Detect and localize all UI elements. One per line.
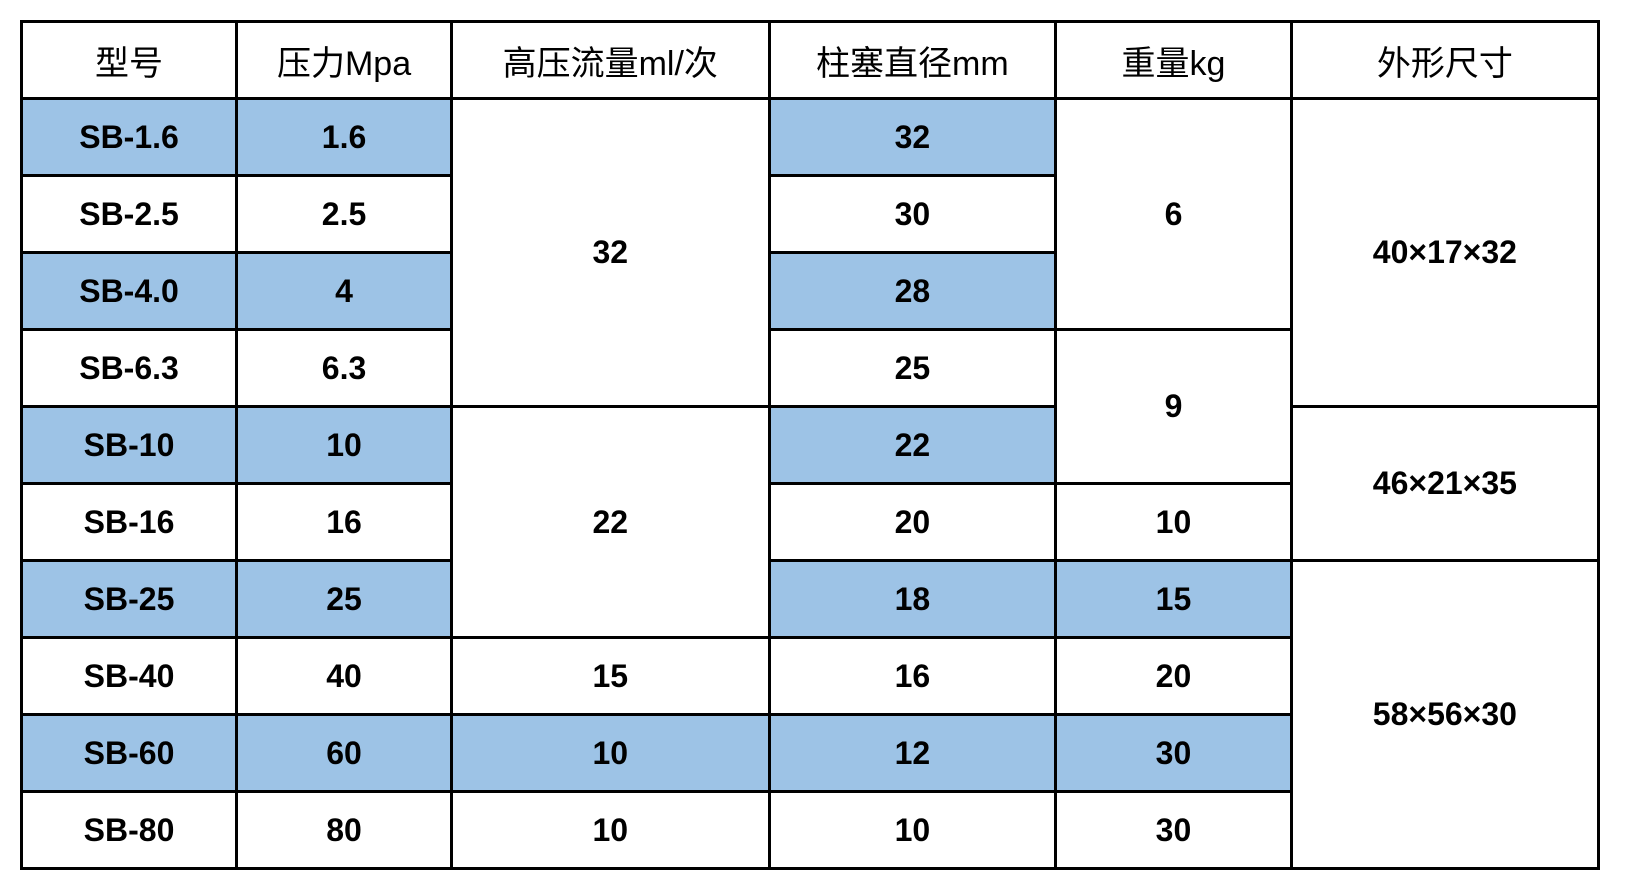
cell-model: SB-40 (22, 638, 237, 715)
col-diameter: 柱塞直径mm (769, 22, 1056, 99)
col-pressure: 压力Mpa (237, 22, 452, 99)
cell-pressure: 60 (237, 715, 452, 792)
table-body: SB-1.61.63232640×17×32SB-2.52.530SB-4.04… (22, 99, 1599, 869)
cell-dimension: 40×17×32 (1291, 99, 1598, 407)
table-row: SB-1.61.63232640×17×32 (22, 99, 1599, 176)
cell-weight: 9 (1056, 330, 1292, 484)
header-row: 型号 压力Mpa 高压流量ml/次 柱塞直径mm 重量kg 外形尺寸 (22, 22, 1599, 99)
cell-pressure: 16 (237, 484, 452, 561)
cell-flow: 10 (452, 792, 769, 869)
cell-diameter: 18 (769, 561, 1056, 638)
cell-diameter: 22 (769, 407, 1056, 484)
col-model: 型号 (22, 22, 237, 99)
cell-diameter: 28 (769, 253, 1056, 330)
cell-model: SB-25 (22, 561, 237, 638)
cell-pressure: 40 (237, 638, 452, 715)
cell-pressure: 25 (237, 561, 452, 638)
cell-pressure: 4 (237, 253, 452, 330)
cell-diameter: 30 (769, 176, 1056, 253)
cell-model: SB-80 (22, 792, 237, 869)
col-dimension: 外形尺寸 (1291, 22, 1598, 99)
cell-diameter: 32 (769, 99, 1056, 176)
cell-model: SB-4.0 (22, 253, 237, 330)
cell-model: SB-2.5 (22, 176, 237, 253)
cell-dimension: 46×21×35 (1291, 407, 1598, 561)
cell-pressure: 2.5 (237, 176, 452, 253)
cell-flow: 10 (452, 715, 769, 792)
cell-weight: 30 (1056, 792, 1292, 869)
cell-flow: 32 (452, 99, 769, 407)
cell-weight: 15 (1056, 561, 1292, 638)
cell-flow: 22 (452, 407, 769, 638)
cell-flow: 15 (452, 638, 769, 715)
cell-diameter: 25 (769, 330, 1056, 407)
cell-diameter: 12 (769, 715, 1056, 792)
spec-table: 型号 压力Mpa 高压流量ml/次 柱塞直径mm 重量kg 外形尺寸 SB-1.… (20, 20, 1600, 870)
cell-model: SB-16 (22, 484, 237, 561)
cell-diameter: 10 (769, 792, 1056, 869)
cell-pressure: 6.3 (237, 330, 452, 407)
col-flow: 高压流量ml/次 (452, 22, 769, 99)
cell-pressure: 1.6 (237, 99, 452, 176)
cell-diameter: 20 (769, 484, 1056, 561)
table-row: SB-2525181558×56×30 (22, 561, 1599, 638)
cell-weight: 30 (1056, 715, 1292, 792)
cell-model: SB-10 (22, 407, 237, 484)
cell-dimension: 58×56×30 (1291, 561, 1598, 869)
cell-weight: 20 (1056, 638, 1292, 715)
cell-weight: 6 (1056, 99, 1292, 330)
cell-model: SB-60 (22, 715, 237, 792)
cell-pressure: 10 (237, 407, 452, 484)
cell-pressure: 80 (237, 792, 452, 869)
table-row: SB-1010222246×21×35 (22, 407, 1599, 484)
cell-diameter: 16 (769, 638, 1056, 715)
cell-model: SB-6.3 (22, 330, 237, 407)
col-weight: 重量kg (1056, 22, 1292, 99)
cell-weight: 10 (1056, 484, 1292, 561)
cell-model: SB-1.6 (22, 99, 237, 176)
